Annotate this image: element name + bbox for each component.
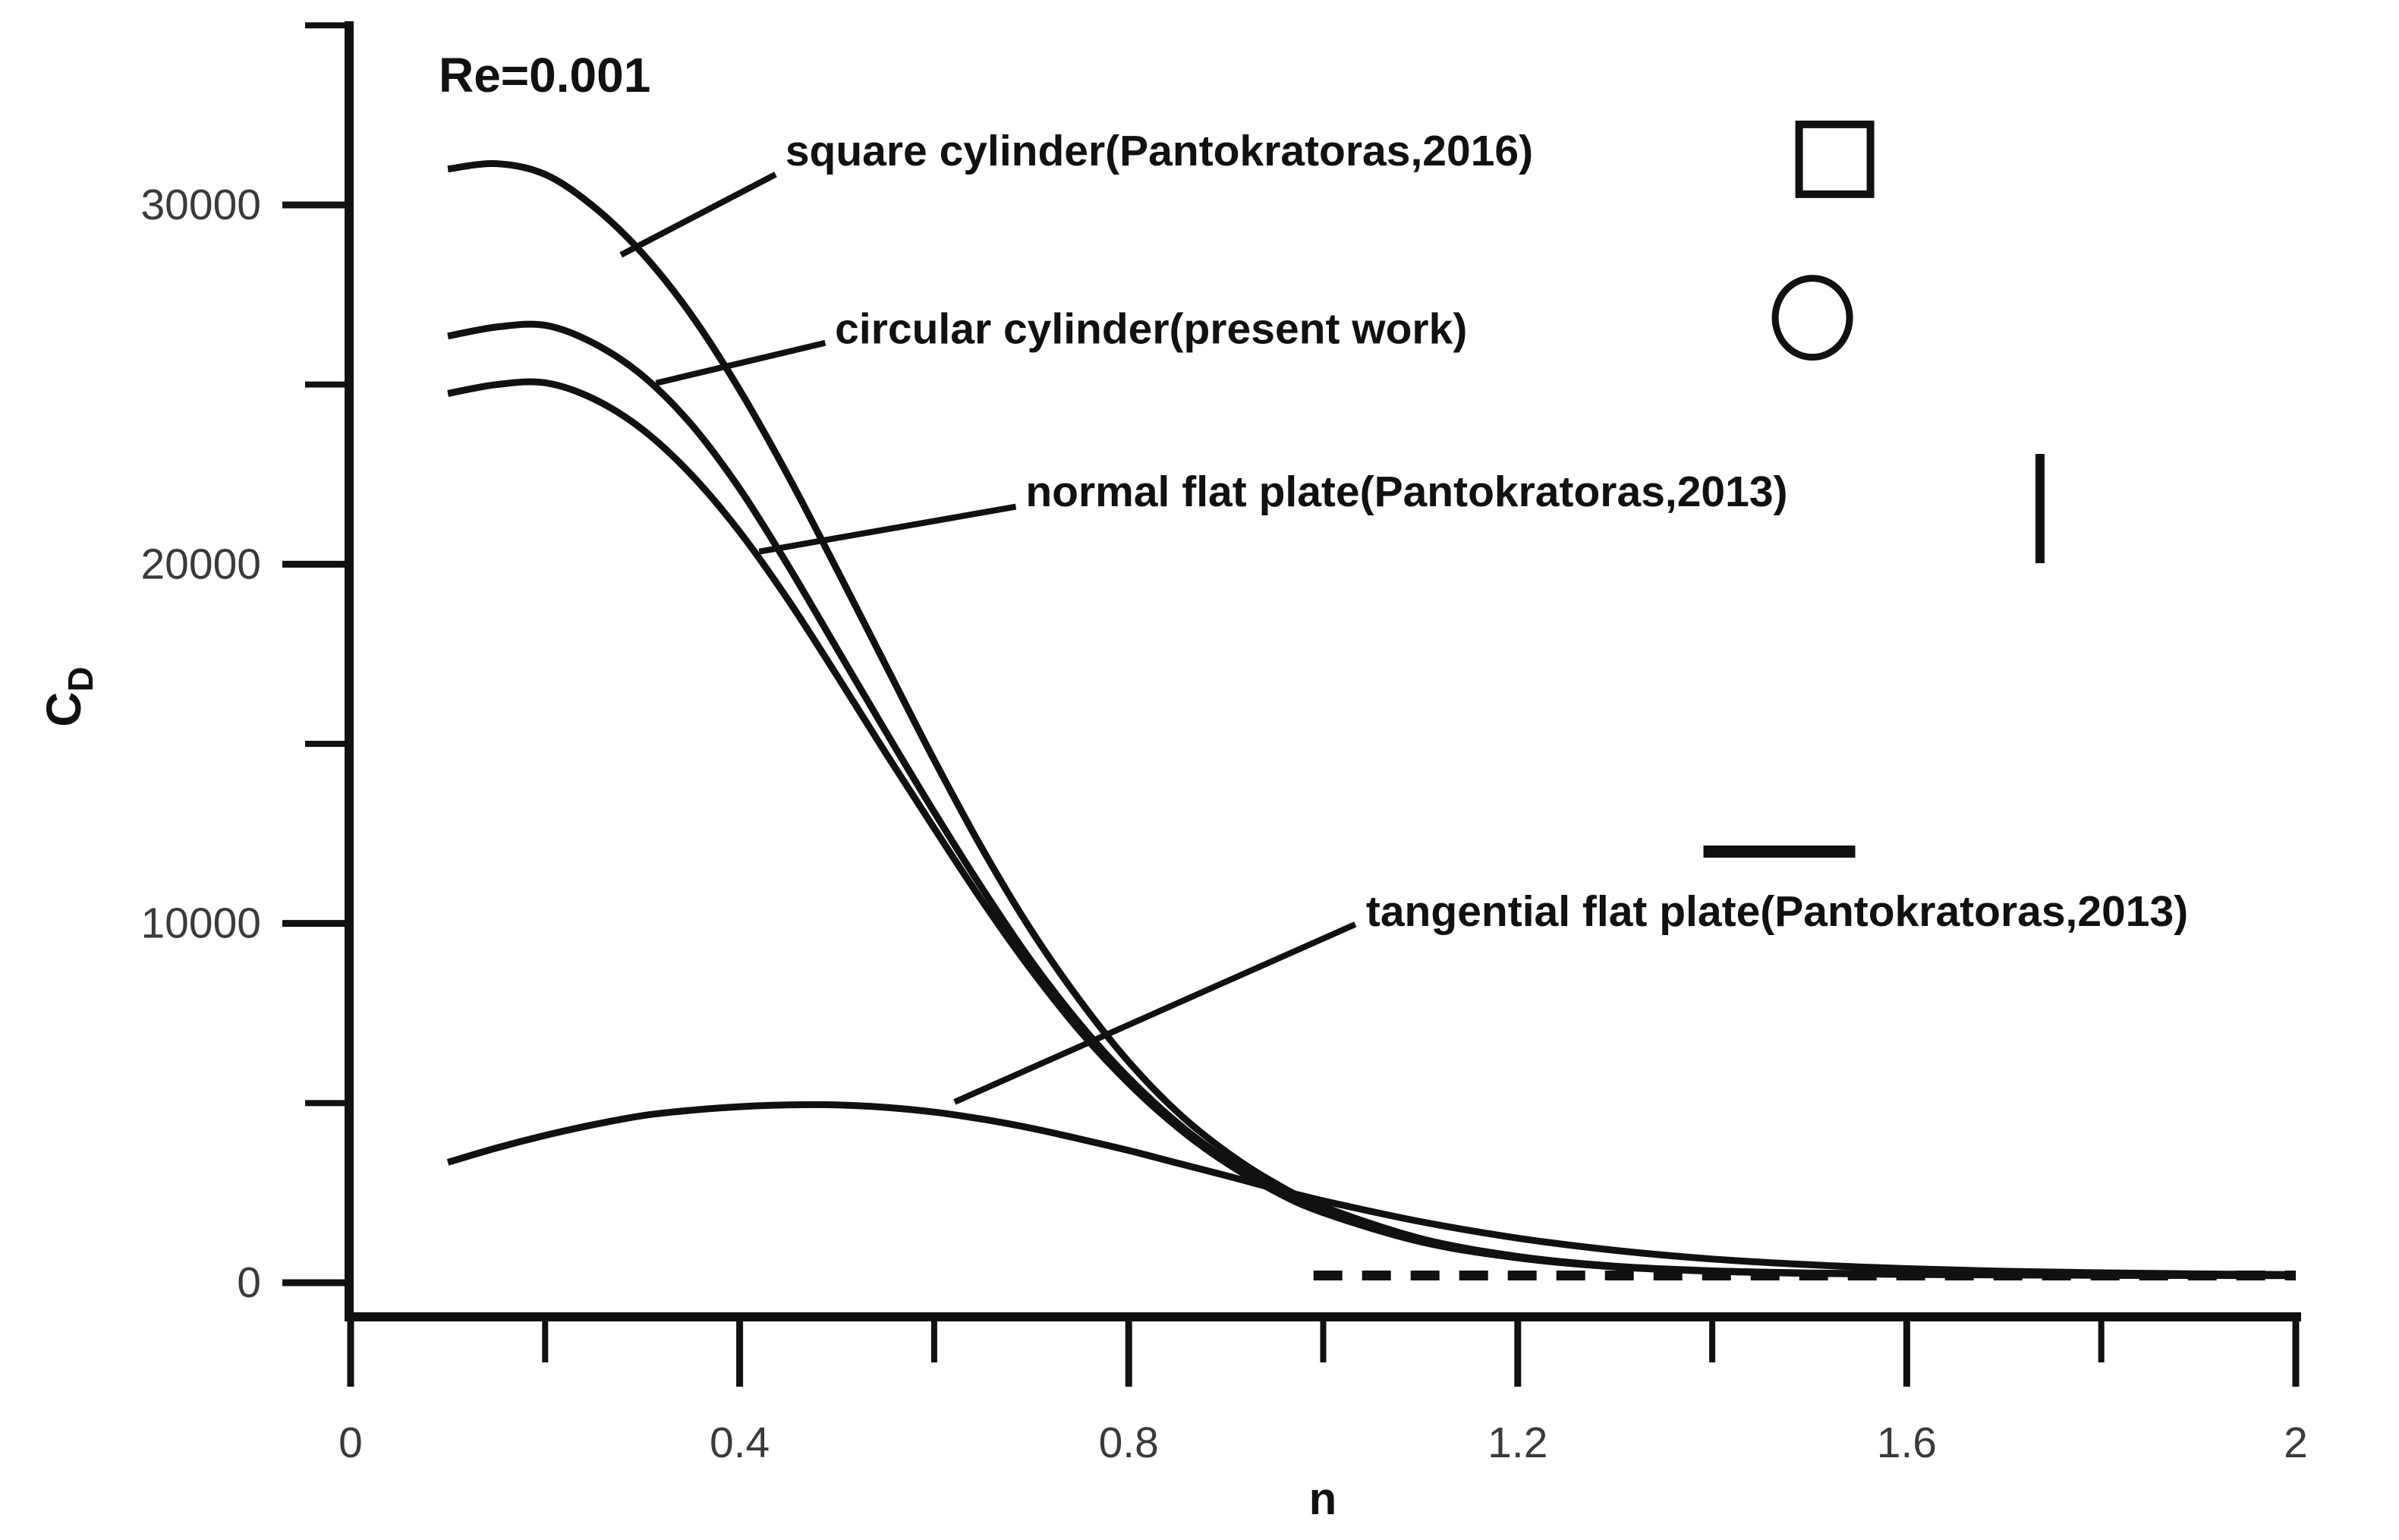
- y-tick-label: 20000: [140, 540, 261, 588]
- leader-line-circular-cylinder: [655, 339, 826, 386]
- curve-normal-flat-plate: [447, 378, 2297, 1280]
- y-tick-label: 10000: [140, 899, 261, 948]
- y-tick-label: 0: [237, 1258, 261, 1307]
- x-axis-title: n: [1309, 1473, 1337, 1524]
- y-axis-title-subscript: D: [61, 666, 100, 691]
- y-axis-title: CD: [36, 666, 100, 726]
- x-tick-label: 0: [338, 1419, 363, 1467]
- legend-label-square-cylinder: square cylinder(Pantokratoras,2016): [785, 127, 1533, 175]
- x-tick-label: 1.2: [1488, 1419, 1547, 1467]
- leader-line-square-cylinder: [619, 172, 777, 258]
- leader-line-normal-flat-plate: [758, 503, 1017, 555]
- legend-label-normal-flat-plate: normal flat plate(Pantokratoras,2013): [1025, 468, 1787, 516]
- leader-line-tangential-flat-plate: [953, 921, 1357, 1105]
- reynolds-number-annotation: Re=0.001: [439, 48, 650, 102]
- x-tick-label: 1.6: [1877, 1419, 1937, 1467]
- y-tick-label: 30000: [140, 181, 261, 229]
- x-tick-label: 0.8: [1099, 1419, 1159, 1467]
- x-tick-label: 0.4: [710, 1419, 770, 1467]
- square-marker-icon: [1795, 120, 1875, 198]
- legend-label-tangential-flat-plate: tangential flat plate(Pantokratoras,2013…: [1366, 887, 2188, 936]
- curve-tangential-flat-plate: [446, 1101, 2297, 1278]
- circle-marker-icon: [1771, 275, 1853, 361]
- legend-label-circular-cylinder: circular cylinder(present work): [835, 305, 1467, 354]
- x-tick-label: 2: [2284, 1419, 2308, 1467]
